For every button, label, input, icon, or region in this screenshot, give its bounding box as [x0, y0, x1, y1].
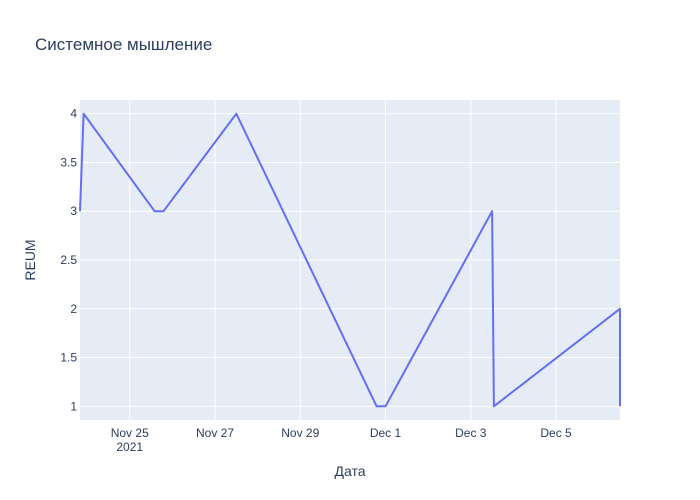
y-axis-title: REUM: [22, 239, 38, 280]
x-tick-sublabel: 2021: [116, 440, 143, 454]
y-tick-label: 1: [70, 399, 77, 413]
x-tick-label: Nov 29: [281, 426, 319, 440]
grid-lines: [80, 100, 620, 420]
y-tick-label: 1.5: [60, 351, 77, 365]
y-tick-label: 3: [70, 204, 77, 218]
x-tick-label: Nov 25: [111, 426, 149, 440]
y-tick-label: 4: [70, 107, 77, 121]
chart-title: Системное мышление: [35, 35, 212, 54]
y-tick-label: 2.5: [60, 253, 77, 267]
series-layer: [79, 112, 621, 408]
x-tick-label: Dec 1: [370, 426, 402, 440]
x-tick-label: Dec 3: [455, 426, 487, 440]
x-tick-label: Nov 27: [196, 426, 234, 440]
x-tick-label: Dec 5: [540, 426, 572, 440]
x-axis-title: Дата: [334, 463, 365, 479]
y-tick-label: 2: [70, 302, 77, 316]
y-tick-label: 3.5: [60, 155, 77, 169]
series-line: [79, 112, 621, 408]
